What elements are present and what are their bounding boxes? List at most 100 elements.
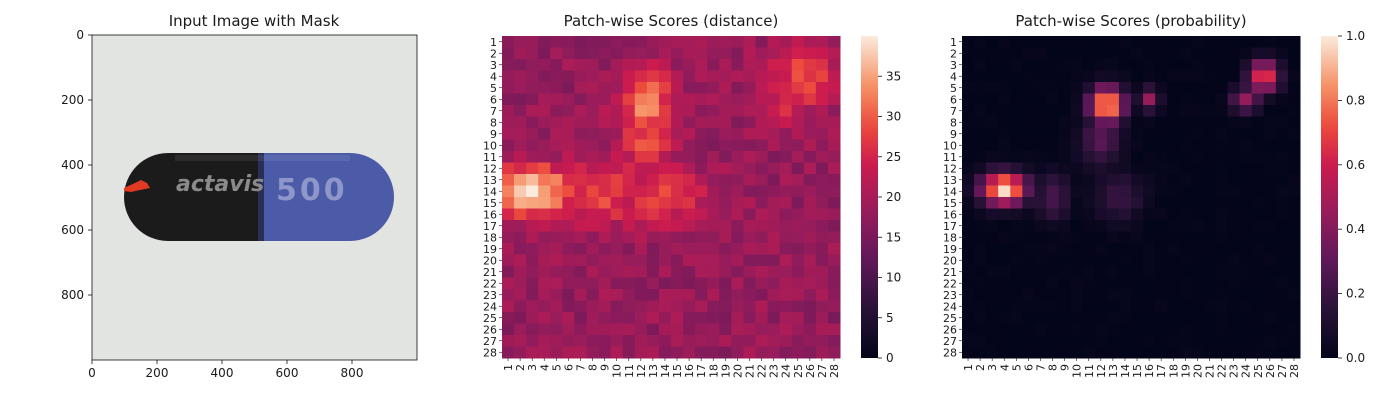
- heatmap-cell: [1118, 70, 1132, 83]
- heatmap-cell: [598, 105, 612, 117]
- heatmap-cell: [1191, 82, 1204, 94]
- heatmap-cell: [671, 128, 684, 140]
- heatmap-cell: [1215, 277, 1229, 290]
- heatmap-cell: [1275, 151, 1289, 163]
- heatmap-cell: [707, 300, 720, 313]
- heatmap-cell: [791, 208, 805, 221]
- heatmap-cell: [622, 47, 636, 60]
- heatmap-cell: [743, 243, 756, 255]
- heatmap-cell: [1046, 128, 1060, 140]
- heatmap-cell: [1082, 93, 1096, 106]
- heatmap-cell: [1106, 220, 1120, 232]
- colorbar-tick-label: 0: [886, 351, 894, 365]
- heatmap-cell: [1022, 93, 1035, 106]
- heatmap-cell: [1131, 220, 1144, 232]
- heatmap-cell: [1118, 266, 1132, 278]
- heatmap-cell: [1034, 47, 1047, 60]
- heatmap-cell: [1022, 47, 1035, 60]
- heatmap-cell: [1022, 254, 1035, 267]
- heatmap-cell: [719, 289, 732, 301]
- heatmap-cell: [1010, 243, 1023, 255]
- heatmap-cell: [1131, 139, 1144, 152]
- heatmap-cell: [1167, 70, 1180, 83]
- heatmap-cell: [683, 70, 696, 83]
- col-label: 19: [719, 364, 732, 378]
- heatmap-cell: [526, 208, 539, 221]
- heatmap-cell: [707, 266, 720, 278]
- heatmap-cell: [598, 93, 612, 106]
- heatmap-cell: [574, 266, 587, 278]
- heatmap-cell: [502, 323, 515, 336]
- heatmap-cell: [1275, 220, 1289, 232]
- heatmap-cell: [646, 151, 660, 163]
- heatmap-cell: [646, 312, 660, 324]
- heatmap-cell: [598, 220, 612, 232]
- heatmap-cell: [646, 243, 660, 255]
- heatmap-cell: [1251, 151, 1265, 163]
- heatmap-cell: [538, 254, 551, 267]
- heatmap-cell: [671, 289, 684, 301]
- heatmap-cell: [1179, 139, 1192, 152]
- heatmap-cell: [1106, 231, 1120, 244]
- heatmap-cell: [1239, 70, 1253, 83]
- col-label: 1: [502, 364, 515, 371]
- heatmap-cell: [622, 208, 636, 221]
- heatmap-cell: [731, 151, 744, 163]
- heatmap-cell: [1118, 82, 1132, 94]
- heatmap-cell: [1106, 323, 1120, 336]
- heatmap-cell: [827, 105, 841, 117]
- heatmap-cell: [1082, 139, 1096, 152]
- heatmap-cell: [1239, 277, 1253, 290]
- heatmap-cell: [1179, 116, 1192, 129]
- heatmap-cell: [827, 128, 841, 140]
- heatmap-cell: [815, 231, 829, 244]
- heatmap-cell: [1155, 231, 1168, 244]
- row-label: 14: [483, 185, 497, 198]
- heatmap-cell: [514, 220, 527, 232]
- heatmap-cell: [791, 312, 805, 324]
- row-label: 6: [490, 93, 497, 106]
- heatmap-cell: [1239, 93, 1253, 106]
- heatmap-cell: [1155, 243, 1168, 255]
- heatmap-cell: [634, 162, 648, 175]
- heatmap-cell: [1118, 254, 1132, 267]
- row-label: 11: [483, 151, 497, 164]
- heatmap-cell: [1179, 312, 1192, 324]
- heatmap-cell: [1046, 323, 1060, 336]
- heatmap-cell: [1227, 162, 1241, 175]
- heatmap-cell: [827, 208, 841, 221]
- heatmap-cell: [1094, 36, 1108, 48]
- heatmap-cell: [1263, 93, 1277, 106]
- heatmap-cell: [1082, 346, 1096, 359]
- heatmap-cell: [719, 312, 732, 324]
- heatmap-cell: [1227, 346, 1241, 359]
- heatmap-cell: [1167, 208, 1180, 221]
- heatmap-cell: [646, 70, 660, 83]
- heatmap-cell: [1227, 105, 1241, 117]
- heatmap-cell: [562, 243, 575, 255]
- heatmap-cell: [1251, 128, 1265, 140]
- heatmap-cell: [1094, 289, 1108, 301]
- heatmap-cell: [1167, 139, 1180, 152]
- heatmap-cell: [1287, 277, 1301, 290]
- heatmap-cell: [1287, 254, 1301, 267]
- heatmap-cell: [550, 197, 563, 209]
- heatmap-cell: [1251, 197, 1265, 209]
- heatmap-cell: [1215, 36, 1229, 48]
- heatmap-cell: [1143, 185, 1156, 198]
- heatmap-cell: [791, 116, 805, 129]
- col-label: 7: [574, 364, 587, 371]
- heatmap-cell: [1251, 70, 1265, 83]
- heatmap-cell: [622, 312, 636, 324]
- heatmap-cell: [1275, 36, 1289, 48]
- heatmap-cell: [1034, 128, 1047, 140]
- heatmap-cell: [1094, 335, 1108, 347]
- heatmap-cell: [586, 208, 600, 221]
- heatmap-cell: [1034, 59, 1047, 71]
- heatmap-cell: [1022, 231, 1035, 244]
- heatmap-cell: [646, 208, 660, 221]
- heatmap-cell: [719, 105, 732, 117]
- heatmap-cell: [622, 59, 636, 71]
- heatmap-cell: [1082, 59, 1096, 71]
